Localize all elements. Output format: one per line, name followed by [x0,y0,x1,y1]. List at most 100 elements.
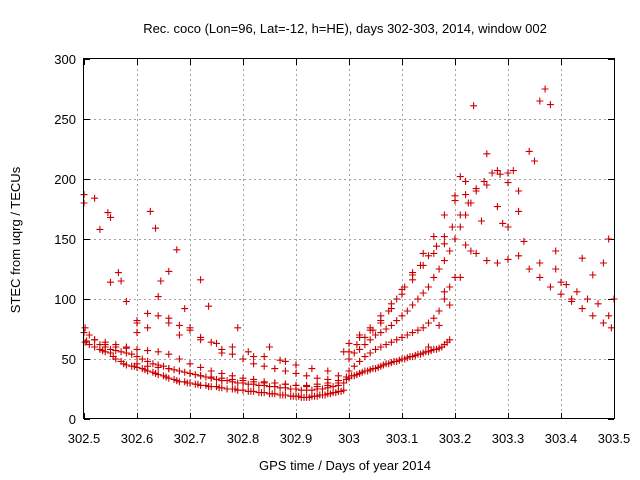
x-axis-ticks: 302.5 302.6 302.7 302.8 302.9 303 303.1 303.2 30… [68,59,631,446]
data-point [425,252,432,260]
data-point [531,157,538,165]
data-point [409,276,417,284]
data-point [573,288,581,296]
data-point [181,305,189,313]
data-point [154,348,162,356]
data-point [440,211,448,219]
data-point [154,371,162,379]
data-point [266,343,273,351]
data-point [414,326,422,334]
data-point [387,321,395,329]
data-point [409,301,417,309]
x-tick-label: 302.7 [174,431,207,446]
data-point [599,319,607,327]
data-point [398,285,406,293]
data-point [393,336,401,344]
data-point [303,381,311,389]
data-point [228,350,236,358]
data-point [152,224,159,232]
y-axis-ticks: 0 50 100 150 200 250 300 [54,52,614,427]
data-point [451,235,459,243]
data-point [281,391,289,399]
data-point [541,85,549,93]
data-point [382,341,390,349]
data-point [467,247,475,255]
data-point [470,102,478,110]
data-point [480,177,488,185]
data-point [292,381,300,389]
y-tick-label: 100 [54,292,76,307]
data-point [85,341,93,349]
data-point [446,283,454,291]
data-point [313,380,321,388]
data-point [398,333,406,341]
data-point [186,369,194,377]
x-tick-label: 302.9 [280,431,313,446]
data-point [165,350,173,358]
data-point [425,283,432,291]
data-point [157,277,165,285]
data-point [175,331,183,339]
data-point [345,367,353,375]
data-point [478,217,485,225]
data-point [114,269,122,277]
data-point [144,362,152,370]
data-point [393,295,401,303]
data-point [372,331,379,339]
data-point [197,276,205,284]
data-point [345,348,353,356]
data-point [372,345,379,353]
data-point [353,341,361,349]
data-point [464,199,472,207]
data-point [446,247,454,255]
y-tick-label: 150 [54,232,76,247]
data-point [350,362,358,370]
y-tick-label: 50 [62,352,76,367]
data-point [440,257,448,265]
data-point [133,353,141,361]
data-point [207,373,215,381]
data-point [239,386,247,394]
data-point [589,312,597,320]
data-point [451,192,459,200]
data-point [260,389,268,397]
grid-lines [84,59,614,419]
data-point [239,355,247,363]
data-point [536,97,544,105]
data-point [83,337,91,345]
data-point [329,383,337,391]
data-point [435,321,443,329]
data-point [122,343,130,351]
data-point [504,255,512,263]
data-point [496,170,504,178]
data-point [107,345,114,353]
x-tick-label: 302.6 [121,431,154,446]
data-point [281,367,289,375]
data-point [493,203,501,211]
data-point [456,211,464,219]
data-point [456,223,464,231]
data-point [334,372,342,380]
data-point [448,223,456,231]
data-point [319,385,326,393]
data-point [435,265,443,273]
data-point [605,235,613,243]
data-point [398,312,406,320]
data-point [419,261,427,269]
data-point [504,169,512,177]
x-tick-label: 303.3 [492,431,525,446]
data-point [170,366,178,374]
data-point [122,361,130,369]
x-tick-label: 303.5 [598,431,631,446]
data-point [472,249,480,257]
data-point [552,265,560,273]
data-point [271,365,279,373]
data-point [281,357,289,365]
data-point [350,349,358,357]
data-point [81,338,89,346]
data-point [430,233,438,241]
data-point [91,194,99,202]
data-point [308,365,316,373]
data-point [377,312,385,320]
data-point [499,219,507,227]
